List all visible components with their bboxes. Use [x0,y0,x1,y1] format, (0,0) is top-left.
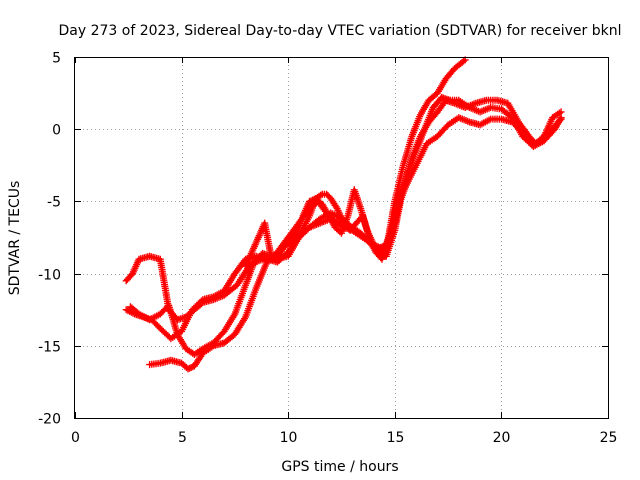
y-axis-title: SDTVAR / TECUs [7,181,23,296]
x-tick-label: 10 [280,430,298,446]
x-tick-label: 25 [600,430,618,446]
x-tick-label: 5 [178,430,187,446]
x-tick-label: 20 [493,430,511,446]
plot-frame [74,57,609,419]
series-track-5 [242,186,384,270]
y-tick-label: -15 [38,340,61,356]
chart-title: Day 273 of 2023, Sidereal Day-to-day VTE… [59,23,622,39]
x-tick-labels: 0 5 10 15 20 25 [71,430,617,446]
series-group [122,56,565,373]
y-tick-label: 5 [52,51,61,67]
x-tick-label: 0 [71,430,80,446]
x-axis-title: GPS time / hours [281,459,398,475]
tick-marks [75,57,609,419]
series-markers [242,186,384,270]
y-tick-label: -5 [47,195,61,211]
y-tick-label: 0 [52,123,61,139]
y-tick-label: -10 [38,268,61,284]
y-tick-labels: -20 -15 -10 -5 0 5 [38,51,61,428]
y-tick-label: -20 [38,412,61,428]
x-tick-label: 15 [387,430,405,446]
